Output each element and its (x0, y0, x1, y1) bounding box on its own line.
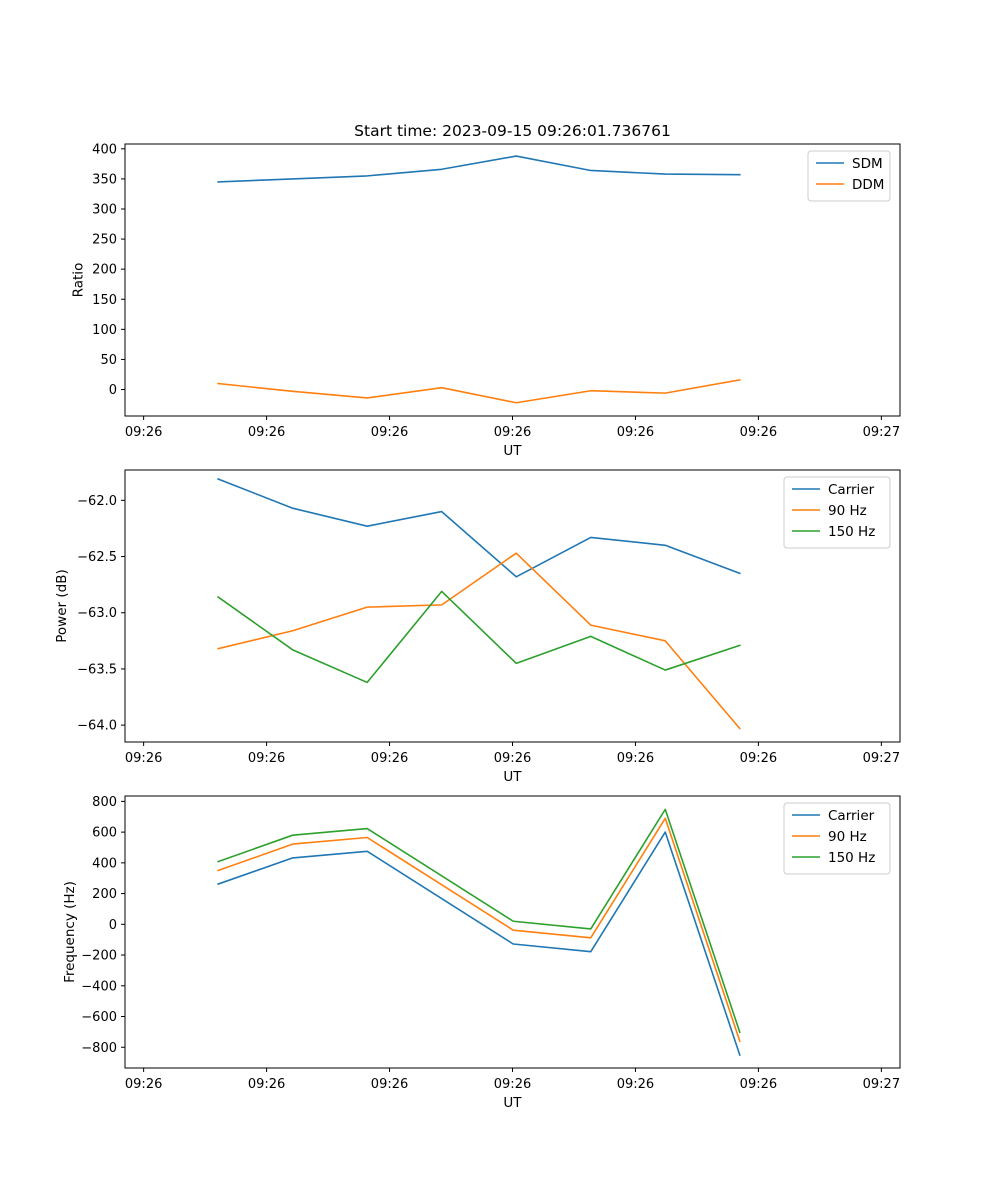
series-line-carrier (217, 477, 741, 578)
series-line-ddm (217, 378, 741, 404)
legend: SDM DDM (807, 150, 891, 202)
y-tick-label: −62.0 (77, 494, 117, 509)
x-tick-label: 09:26 (248, 425, 285, 440)
x-tick-label: 09:26 (494, 425, 531, 440)
y-tick-label: −63.0 (77, 606, 117, 621)
x-tick-label: 09:26 (494, 751, 531, 766)
x-tick-label: 09:26 (248, 1077, 285, 1092)
legend: Carrier 90 Hz 150 Hz (783, 802, 891, 875)
y-tick-label: 0 (109, 918, 117, 933)
x-tick-label: 09:26 (125, 425, 162, 440)
y-tick-label: −600 (81, 1010, 117, 1025)
y-tick-label: −62.5 (77, 550, 117, 565)
y-tick-label: −63.5 (77, 662, 117, 677)
x-tick-label: 09:26 (248, 751, 285, 766)
y-tick-label: 250 (92, 233, 117, 248)
x-tick-label: 09:26 (371, 1077, 408, 1092)
x-tick-label: 09:27 (863, 1077, 900, 1092)
y-tick-label: 200 (92, 887, 117, 902)
x-tick-label: 09:26 (125, 751, 162, 766)
series-line-150-hz (217, 590, 741, 684)
subplot-power: 09:26 09:26 09:26 09:26 09:26 09:26 09:27 −64.0… (54, 469, 901, 785)
y-tick-label: 100 (92, 323, 117, 338)
x-axis-label: UT (503, 443, 522, 459)
legend-label-90-hz: 90 Hz (828, 829, 867, 845)
x-axis-label: UT (503, 769, 522, 785)
y-axis-label: Power (dB) (54, 569, 70, 642)
x-tick-label: 09:26 (740, 1077, 777, 1092)
y-tick-label: 400 (92, 856, 117, 871)
legend-label-150-hz: 150 Hz (828, 850, 875, 866)
legend-label-ddm: DDM (852, 177, 884, 193)
subplots: 09:26 09:26 09:26 09:26 09:26 09:26 09:27 0 50 10… (54, 142, 901, 1111)
x-tick-label: 09:26 (740, 425, 777, 440)
legend-label-carrier: Carrier (828, 482, 875, 498)
y-tick-label: 800 (92, 795, 117, 810)
y-tick-label: 300 (92, 202, 117, 217)
y-tick-label: 350 (92, 172, 117, 187)
subplot-frequency: 09:26 09:26 09:26 09:26 09:26 09:26 09:27 −800 −… (62, 795, 901, 1111)
y-axis-label: Ratio (70, 263, 86, 298)
x-tick-label: 09:27 (863, 751, 900, 766)
series-line-150-hz (217, 808, 741, 1034)
subplot-ratio: 09:26 09:26 09:26 09:26 09:26 09:26 09:27 0 50 10… (70, 142, 901, 459)
y-tick-label: 200 (92, 263, 117, 278)
x-tick-label: 09:26 (617, 751, 654, 766)
x-tick-label: 09:26 (371, 425, 408, 440)
figure-title: Start time: 2023-09-15 09:26:01.736761 (354, 122, 671, 140)
series-line-sdm (217, 155, 741, 183)
legend-label-150-hz: 150 Hz (828, 524, 875, 540)
x-axis-label: UT (503, 1095, 522, 1111)
x-tick-label: 09:26 (125, 1077, 162, 1092)
legend: Carrier 90 Hz 150 Hz (783, 476, 891, 549)
y-tick-label: 50 (100, 353, 117, 368)
y-axis-label: Frequency (Hz) (62, 881, 78, 983)
legend-label-90-hz: 90 Hz (828, 503, 867, 519)
x-tick-label: 09:26 (617, 1077, 654, 1092)
legend-label-carrier: Carrier (828, 808, 875, 824)
y-tick-label: 0 (109, 383, 117, 398)
y-tick-label: −200 (81, 949, 117, 964)
y-tick-label: 600 (92, 826, 117, 841)
legend-label-sdm: SDM (852, 156, 883, 172)
x-tick-label: 09:27 (863, 425, 900, 440)
x-tick-label: 09:26 (617, 425, 654, 440)
series-line-carrier (217, 831, 741, 1056)
x-tick-label: 09:26 (371, 751, 408, 766)
series-line-90-hz (217, 817, 741, 1043)
y-tick-label: −800 (81, 1041, 117, 1056)
y-tick-label: −400 (81, 979, 117, 994)
x-tick-label: 09:26 (740, 751, 777, 766)
y-tick-label: 150 (92, 293, 117, 308)
x-tick-label: 09:26 (494, 1077, 531, 1092)
y-tick-label: −64.0 (77, 719, 117, 734)
y-tick-label: 400 (92, 142, 117, 157)
series-line-90-hz (217, 552, 741, 730)
